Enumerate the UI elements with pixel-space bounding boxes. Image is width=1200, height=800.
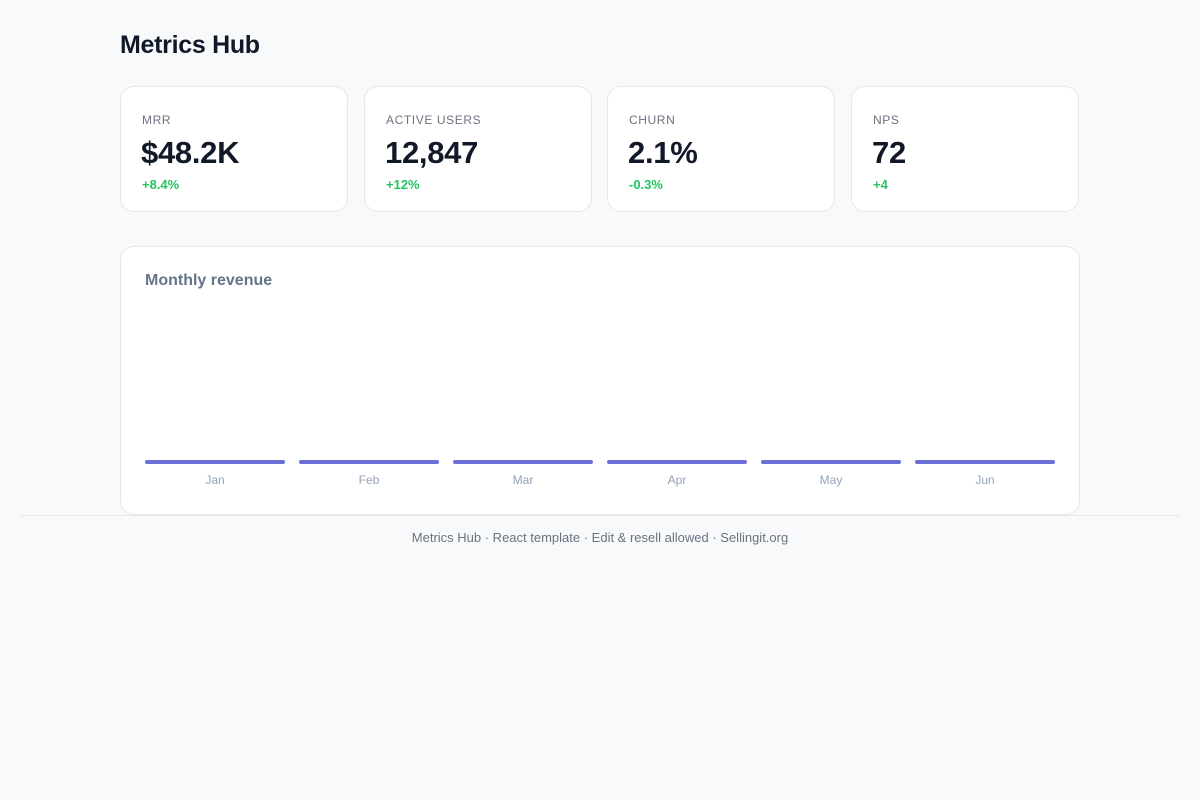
stat-cards: MRR $48.2K +8.4% ACTIVE USERS 12,847 +12…: [120, 86, 1080, 214]
stat-delta: -0.3%: [629, 177, 663, 192]
stat-value: $48.2K: [141, 135, 240, 170]
bar-may: [761, 460, 901, 464]
footer-divider: [20, 515, 1180, 516]
stat-value: 12,847: [385, 135, 479, 170]
stat-label: NPS: [873, 113, 900, 127]
bar-jan: [145, 460, 285, 464]
stat-card-nps: NPS 72 +4: [851, 86, 1079, 212]
x-tick-label: Mar: [513, 473, 534, 487]
x-tick-label: Jun: [975, 473, 994, 487]
stat-value: 2.1%: [628, 135, 698, 170]
stat-label: CHURN: [629, 113, 676, 127]
x-tick-label: May: [820, 473, 843, 487]
footer-text: Metrics Hub · React template · Edit & re…: [411, 530, 789, 545]
stat-label: ACTIVE USERS: [386, 113, 482, 127]
stat-delta: +12%: [386, 177, 420, 192]
stat-card-active-users: ACTIVE USERS 12,847 +12%: [364, 86, 592, 212]
stat-card-churn: CHURN 2.1% -0.3%: [607, 86, 835, 212]
x-tick-label: Apr: [668, 473, 687, 487]
chart-title: Monthly revenue: [145, 272, 273, 289]
x-tick-label: Jan: [205, 473, 224, 487]
bar-feb: [299, 460, 439, 464]
stat-delta: +8.4%: [142, 177, 180, 192]
stat-value: 72: [872, 135, 906, 170]
bar-mar: [453, 460, 593, 464]
stat-card-mrr: MRR $48.2K +8.4%: [120, 86, 348, 212]
stat-delta: +4: [873, 177, 888, 192]
x-tick-label: Feb: [359, 473, 380, 487]
bar-apr: [607, 460, 747, 464]
monthly-revenue-chart: Jan Feb Mar Apr May Jun: [145, 460, 1055, 487]
page-title: Metrics Hub: [120, 31, 260, 59]
bar-jun: [915, 460, 1055, 464]
monthly-revenue-card: Monthly revenue Jan Feb Mar Apr May Jun: [120, 246, 1080, 515]
stat-label: MRR: [142, 113, 172, 127]
